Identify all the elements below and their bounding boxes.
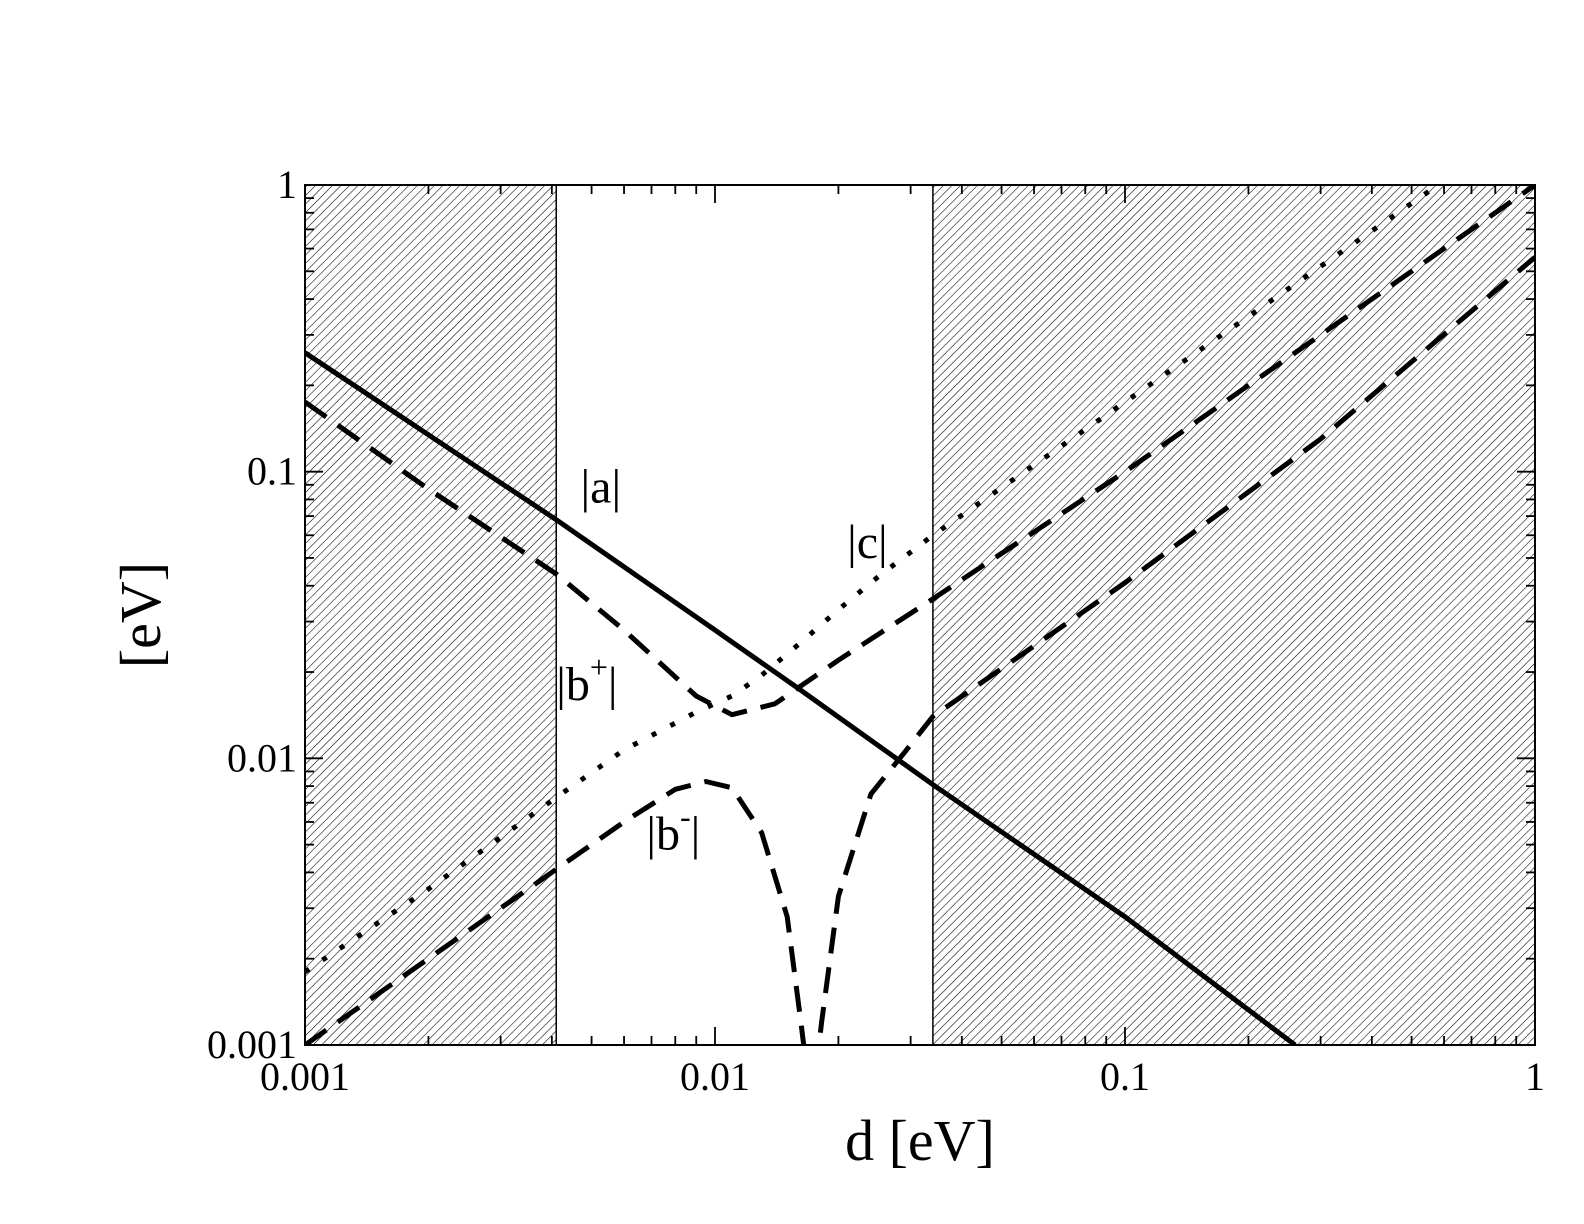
- series-line-bminus: [305, 255, 1535, 1045]
- curve-annotation: |b-|: [646, 799, 700, 861]
- y-tick-label: 1: [277, 162, 297, 207]
- y-tick-label: 0.01: [227, 735, 297, 780]
- axis-ticks: [304, 184, 1536, 1046]
- series-line-c: [305, 185, 1440, 974]
- plot-frame: [304, 184, 1536, 1046]
- curve-annotation: |a|: [581, 461, 622, 514]
- series-layer: [305, 185, 1535, 1045]
- y-tick-label: 0.001: [207, 1022, 297, 1067]
- y-tick-label: 0.1: [247, 449, 297, 494]
- x-tick-label: 1: [1525, 1054, 1545, 1099]
- curve-annotations: |a| |c| |b+| |b-|: [556, 461, 887, 861]
- curve-annotation: |b+|: [556, 649, 617, 711]
- curve-annotation: |c|: [847, 516, 888, 569]
- tick-labels: 0.001 0.01 0.1 1 0.001 0.01 0.1 1: [207, 162, 1545, 1099]
- x-axis-label: d [eV]: [845, 1108, 995, 1173]
- x-tick-label: 0.1: [1100, 1054, 1150, 1099]
- y-axis-label: [eV]: [108, 562, 173, 668]
- hatched-region-1: [305, 185, 557, 1045]
- x-tick-label: 0.001: [260, 1054, 350, 1099]
- shaded-regions: [305, 185, 1535, 1045]
- x-tick-label: 0.01: [680, 1054, 750, 1099]
- hatched-region-2: [932, 185, 1535, 1045]
